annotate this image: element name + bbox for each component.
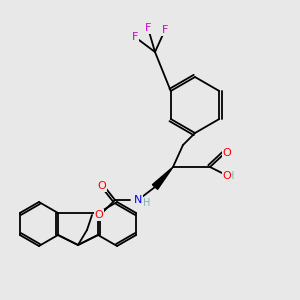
Text: F: F <box>145 23 151 33</box>
Text: N: N <box>134 195 142 205</box>
Text: F: F <box>162 25 168 35</box>
Text: F: F <box>132 32 138 42</box>
Text: O: O <box>94 210 103 220</box>
Polygon shape <box>152 167 173 189</box>
Text: H: H <box>227 171 235 181</box>
Text: O: O <box>223 148 231 158</box>
Text: O: O <box>98 181 106 191</box>
Text: O: O <box>223 171 231 181</box>
Text: H: H <box>143 198 151 208</box>
